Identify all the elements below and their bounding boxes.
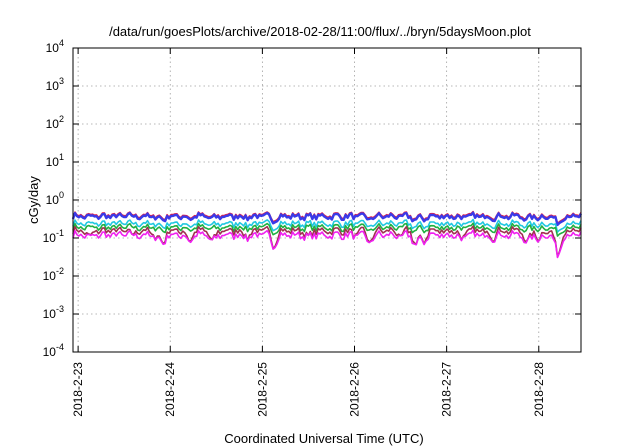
y-tick-label: 100: [46, 190, 64, 207]
y-tick-exponent: -3: [56, 304, 64, 314]
y-tick-label: 10-3: [43, 304, 64, 321]
y-tick-label: 103: [46, 76, 64, 93]
y-tick-label: 10-2: [43, 266, 64, 283]
y-tick-base: 10: [46, 41, 60, 55]
plot-frame: [72, 47, 582, 353]
y-tick-exponent: 1: [59, 152, 64, 162]
y-tick-label: 10-1: [43, 228, 64, 245]
grid: [73, 48, 581, 352]
y-tick-exponent: -1: [56, 228, 64, 238]
x-tick-label: 2018-2-28: [532, 362, 546, 417]
y-tick-label: 102: [46, 114, 64, 131]
y-tick-label: 104: [46, 38, 64, 55]
x-tick-label: 2018-2-27: [440, 362, 454, 417]
x-axis-label: Coordinated Universal Time (UTC): [224, 431, 423, 446]
y-tick-base: 10: [43, 307, 57, 321]
x-tick-label: 2018-2-25: [255, 362, 269, 417]
y-tick-exponent: 4: [59, 38, 64, 48]
y-tick-exponent: 3: [59, 76, 64, 86]
y-tick-exponent: -4: [56, 342, 64, 352]
y-tick-base: 10: [43, 345, 57, 359]
ticks: 10-410-310-210-11001011021031042018-2-23…: [43, 38, 581, 417]
y-tick-exponent: -2: [56, 266, 64, 276]
y-tick-label: 10-4: [43, 342, 64, 359]
y-tick-base: 10: [46, 79, 60, 93]
series-line: [72, 222, 582, 237]
y-tick-base: 10: [46, 117, 60, 131]
y-tick-base: 10: [46, 155, 60, 169]
series-line: [72, 229, 582, 259]
x-tick-label: 2018-2-26: [348, 362, 362, 417]
y-axis-label: cGy/day: [26, 176, 41, 224]
y-tick-base: 10: [43, 269, 57, 283]
series-layer: [71, 210, 583, 259]
y-tick-base: 10: [46, 193, 60, 207]
series-line: [71, 211, 583, 227]
series-line: [72, 225, 582, 258]
y-tick-exponent: 2: [59, 114, 64, 124]
x-tick-label: 2018-2-23: [71, 362, 85, 417]
y-tick-exponent: 0: [59, 190, 64, 200]
series-line: [72, 218, 582, 233]
x-tick-label: 2018-2-24: [163, 362, 177, 417]
y-tick-label: 101: [46, 152, 64, 169]
chart-title: /data/run/goesPlots/archive/2018-02-28/1…: [109, 24, 531, 39]
y-tick-base: 10: [43, 231, 57, 245]
